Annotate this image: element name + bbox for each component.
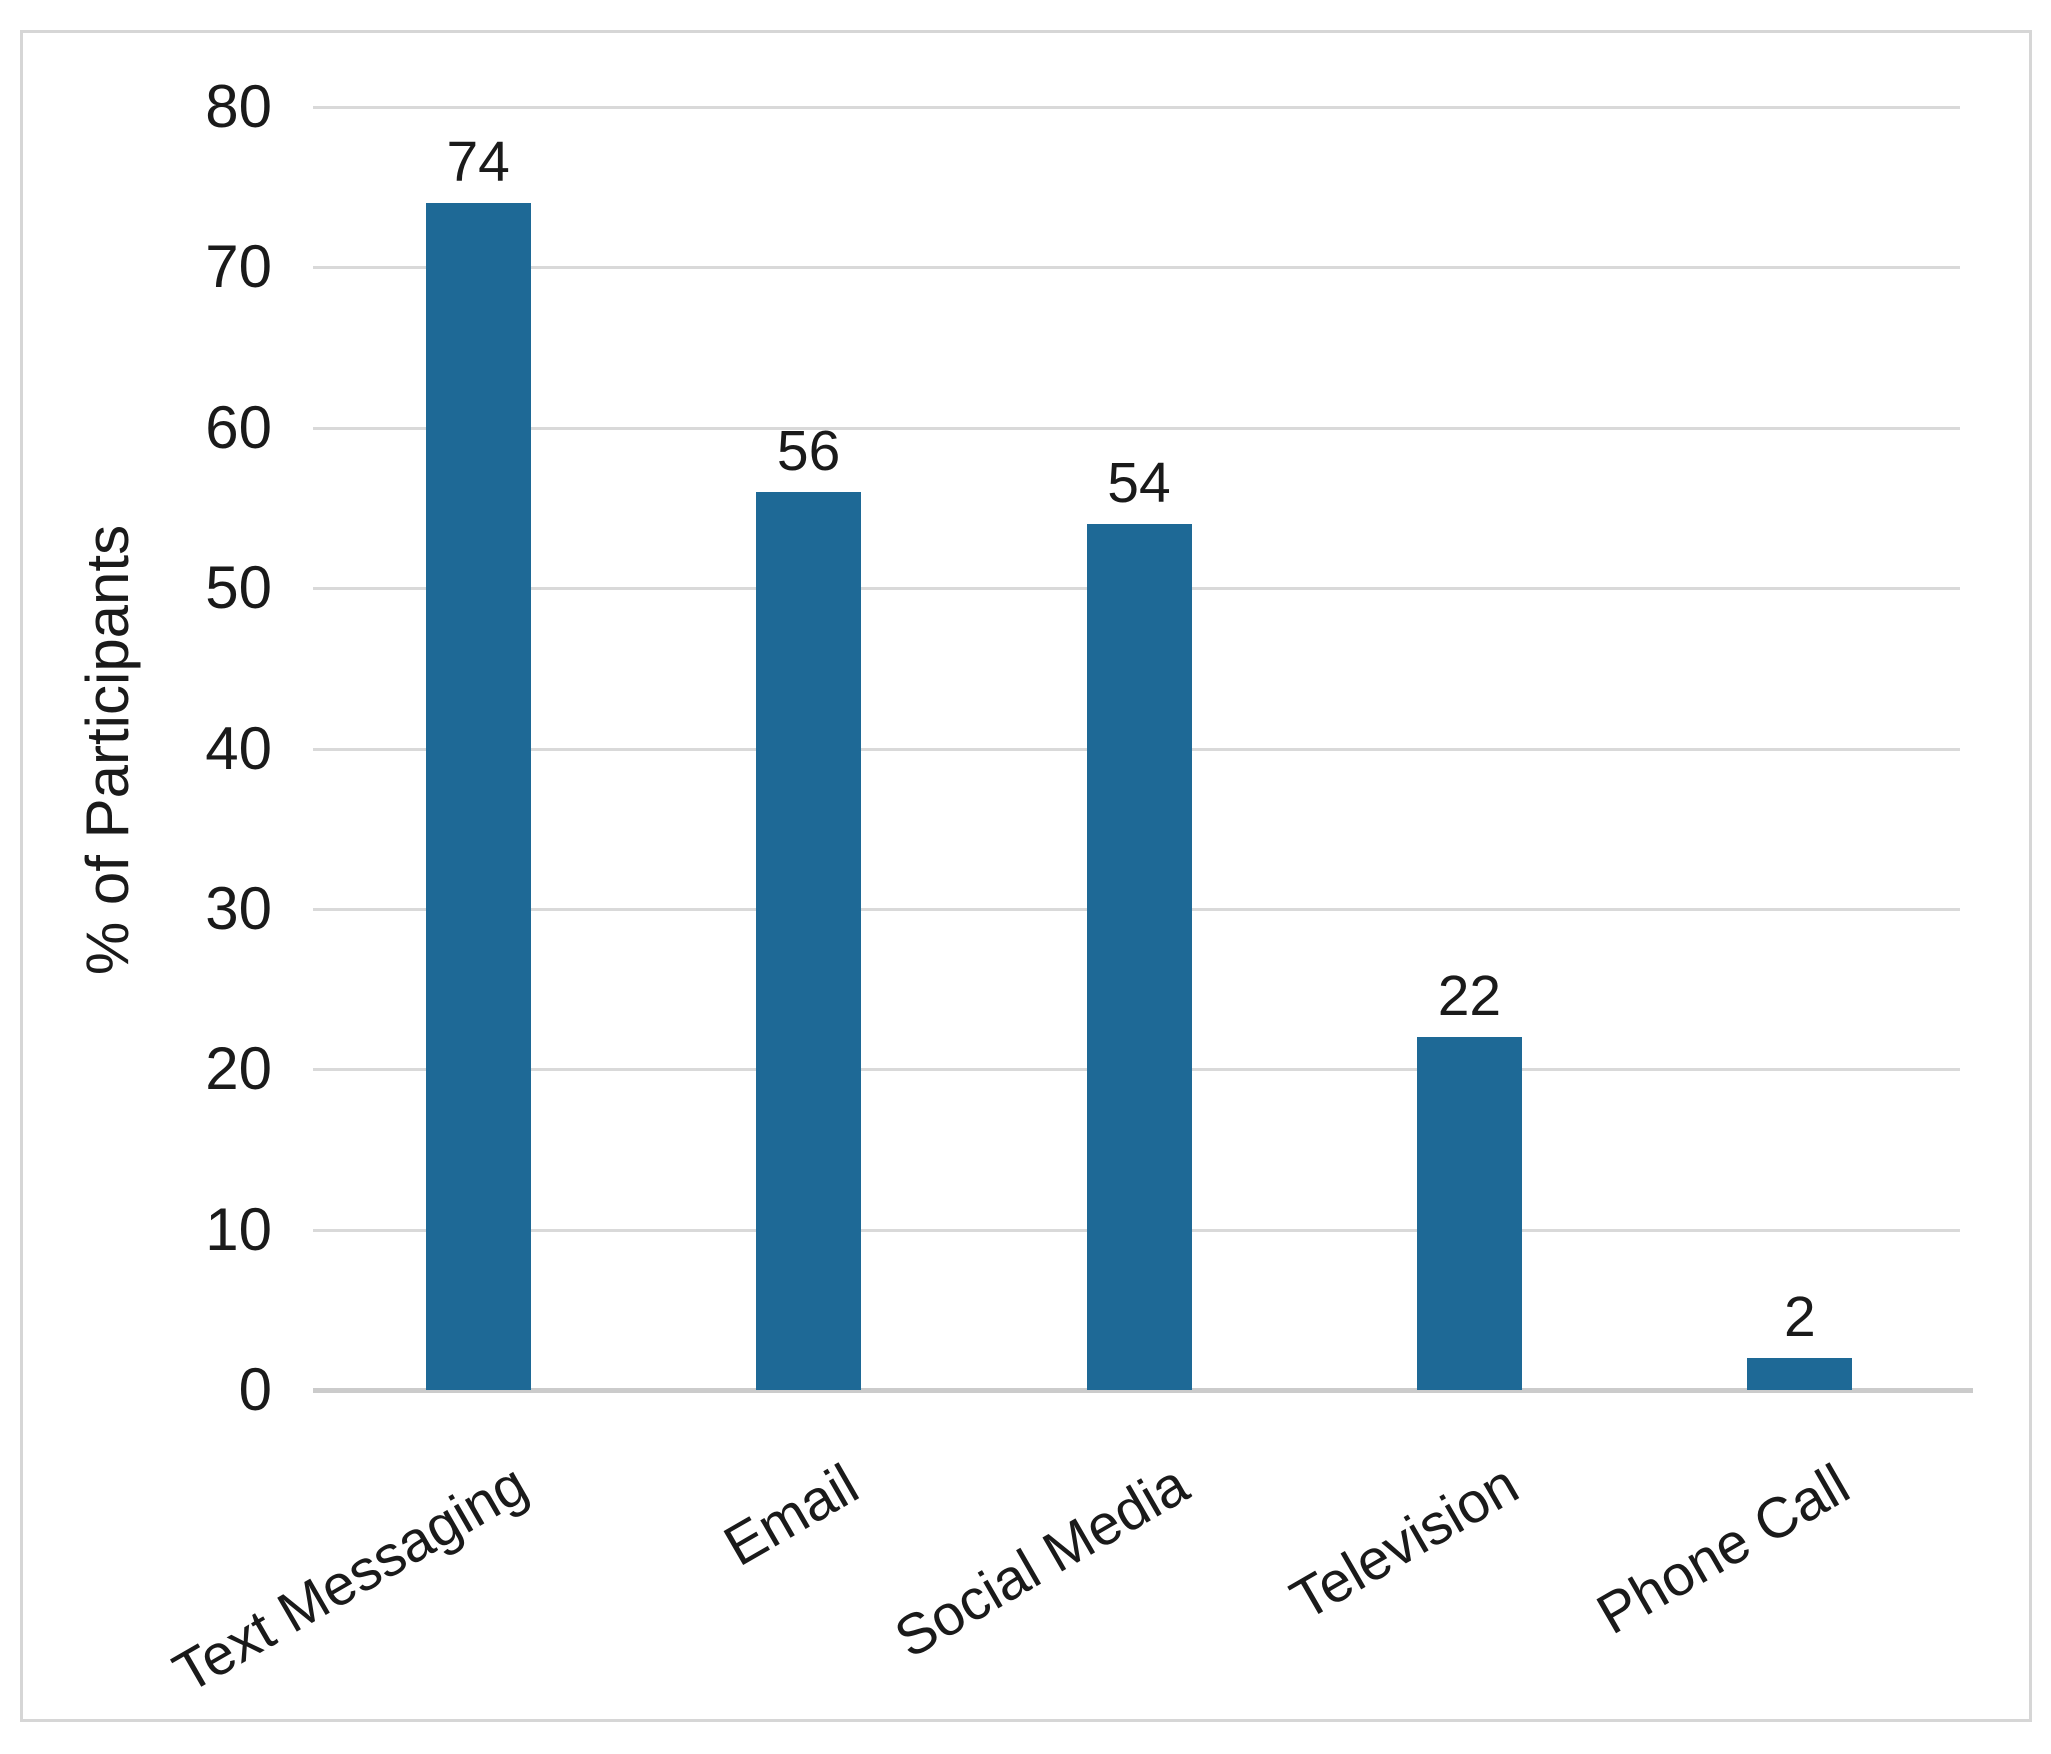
y-tick-label: 0 bbox=[238, 1356, 272, 1423]
chart-border bbox=[20, 30, 2032, 1722]
y-tick-label: 80 bbox=[205, 73, 272, 140]
gridline bbox=[313, 426, 1960, 430]
bar-data-label: 2 bbox=[1783, 1284, 1816, 1349]
y-tick-label: 60 bbox=[205, 393, 272, 461]
y-tick-label: 10 bbox=[205, 1195, 272, 1263]
bar-social-media bbox=[1086, 523, 1192, 1390]
x-axis-line bbox=[313, 1388, 1973, 1393]
y-tick-label: 20 bbox=[205, 1035, 272, 1103]
gridline bbox=[313, 106, 1960, 109]
y-tick-label: 70 bbox=[205, 233, 272, 301]
bar-data-label: 74 bbox=[446, 130, 510, 195]
bar-email bbox=[756, 491, 862, 1390]
bar-data-label: 22 bbox=[1437, 964, 1502, 1029]
bar-data-label: 54 bbox=[1107, 450, 1171, 515]
bar-phone-call bbox=[1747, 1357, 1853, 1390]
y-tick-label: 40 bbox=[205, 714, 272, 782]
y-tick-label: 50 bbox=[205, 554, 272, 622]
bar-data-label: 56 bbox=[776, 418, 841, 483]
gridline bbox=[313, 266, 1960, 270]
bar-television bbox=[1416, 1037, 1522, 1390]
bar-text-messaging bbox=[425, 203, 531, 1390]
y-tick-label: 30 bbox=[205, 874, 272, 942]
